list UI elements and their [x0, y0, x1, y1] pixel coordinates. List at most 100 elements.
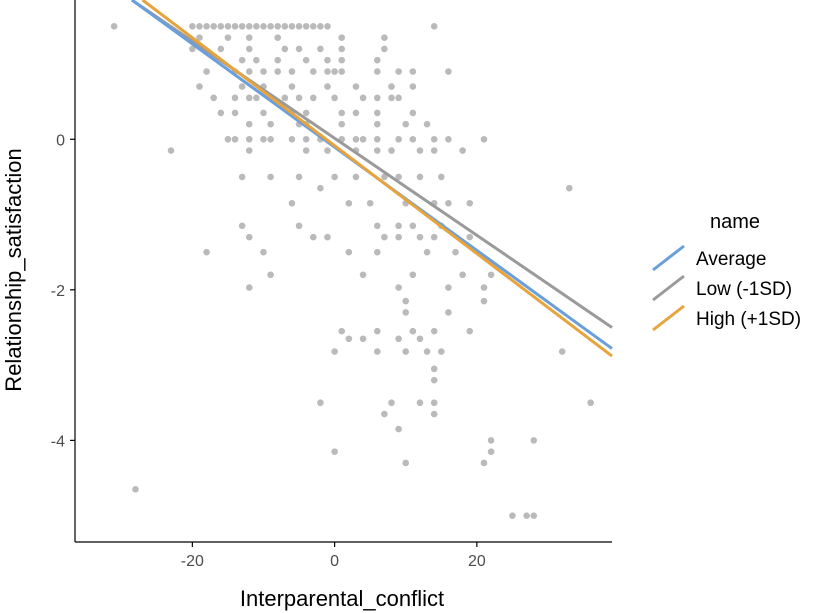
data-point: [409, 135, 417, 143]
data-point: [274, 23, 282, 30]
data-point: [267, 173, 274, 181]
x-axis-ticks: -20 0 20: [181, 542, 486, 570]
data-point: [274, 56, 282, 64]
data-point: [288, 135, 296, 143]
data-point: [381, 233, 388, 241]
data-point: [480, 135, 488, 143]
data-point: [338, 109, 346, 117]
data-point: [217, 45, 225, 53]
legend-label: Average: [696, 249, 766, 270]
data-point: [452, 248, 459, 256]
data-point: [373, 248, 381, 256]
data-point: [253, 56, 260, 64]
data-point: [459, 271, 466, 279]
data-point: [324, 56, 331, 64]
data-point: [437, 173, 445, 181]
data-point: [437, 348, 445, 355]
data-point: [430, 365, 438, 373]
data-point: [245, 34, 253, 41]
data-point: [445, 68, 452, 75]
y-tick-label: -2: [51, 283, 65, 300]
y-axis-ticks: 0 -2 -4: [51, 132, 75, 450]
data-point: [487, 437, 495, 444]
data-point: [288, 23, 296, 30]
data-point: [359, 94, 367, 102]
data-point: [480, 459, 488, 467]
data-point: [217, 23, 225, 30]
data-point: [203, 248, 210, 256]
legend-label: Low (-1SD): [696, 279, 792, 300]
data-point: [402, 348, 410, 355]
data-point: [317, 184, 324, 192]
data-point: [395, 284, 402, 291]
data-point: [245, 135, 253, 143]
data-point: [466, 327, 474, 335]
data-point: [245, 147, 253, 154]
x-tick-label: 20: [468, 553, 486, 570]
data-point: [309, 233, 317, 241]
data-point: [210, 23, 217, 30]
data-point: [430, 147, 438, 154]
data-point: [423, 120, 431, 128]
data-point: [359, 135, 367, 143]
data-point: [331, 173, 338, 181]
data-point: [345, 199, 353, 207]
legend-label: High (+1SD): [696, 309, 801, 330]
data-point: [288, 68, 296, 75]
data-point: [416, 335, 424, 343]
data-point: [430, 327, 438, 335]
data-point: [388, 94, 395, 102]
data-point: [445, 284, 452, 291]
data-point: [409, 109, 417, 117]
data-point: [395, 94, 402, 102]
data-point: [523, 512, 530, 519]
y-axis-title: Relationship_satisfaction: [1, 148, 26, 391]
data-point: [338, 56, 346, 64]
data-point: [373, 56, 381, 64]
data-point: [466, 199, 474, 207]
data-point: [231, 135, 239, 143]
data-point: [267, 23, 274, 30]
data-point: [267, 271, 274, 279]
data-point: [373, 94, 381, 102]
y-tick-label: -4: [51, 433, 65, 450]
data-point: [445, 309, 452, 316]
data-point: [281, 45, 289, 53]
data-point: [530, 512, 538, 519]
legend-key: [652, 274, 685, 302]
data-point: [189, 23, 196, 30]
data-point: [295, 222, 303, 230]
data-point: [331, 94, 338, 102]
data-point: [395, 222, 402, 230]
data-point: [245, 45, 253, 53]
data-point: [224, 135, 232, 143]
data-point: [317, 23, 324, 30]
data-point: [338, 120, 346, 128]
data-point: [402, 297, 410, 305]
data-point: [373, 348, 381, 355]
data-point: [110, 23, 118, 30]
data-point: [302, 56, 310, 64]
data-point: [587, 399, 594, 407]
data-point: [245, 23, 253, 30]
data-point: [395, 425, 402, 433]
data-point: [302, 23, 310, 30]
data-point: [231, 23, 239, 30]
data-point: [245, 284, 253, 291]
data-point: [196, 83, 203, 90]
data-point: [288, 199, 296, 207]
data-point: [238, 23, 246, 30]
data-point: [430, 410, 438, 418]
data-point: [466, 233, 474, 241]
data-point: [245, 68, 253, 75]
data-point: [352, 109, 360, 117]
data-point: [331, 68, 338, 75]
data-points: [110, 23, 594, 519]
x-axis-title: Interparental_conflict: [240, 586, 444, 611]
data-point: [309, 23, 317, 30]
data-point: [381, 45, 388, 53]
data-point: [395, 173, 402, 181]
data-point: [430, 376, 438, 384]
data-point: [324, 68, 331, 75]
